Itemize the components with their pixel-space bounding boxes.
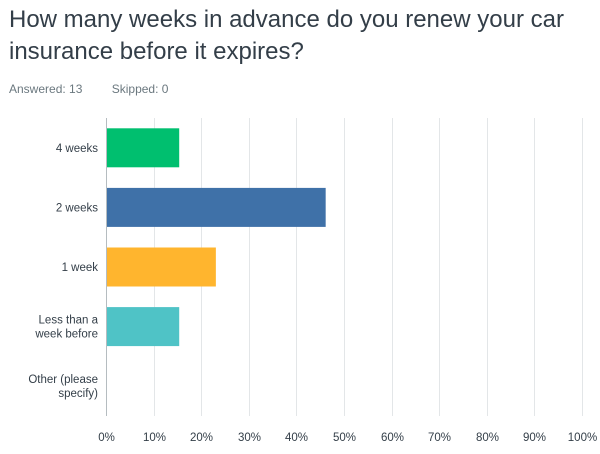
bar	[107, 307, 180, 347]
category-label: 1 week	[62, 262, 99, 274]
x-tick-label: 90%	[523, 432, 546, 444]
x-tick-label: 80%	[476, 432, 499, 444]
bars	[107, 128, 326, 347]
skipped-count: Skipped: 0	[111, 82, 169, 96]
x-tick-label: 70%	[428, 432, 451, 444]
category-label: 4 weeks	[56, 143, 98, 155]
category-labels: 4 weeks 2 weeks 1 week Less than a week befo…	[28, 143, 98, 400]
category-label: 2 weeks	[56, 202, 98, 214]
x-tick-label: 20%	[190, 432, 213, 444]
question-title: How many weeks in advance do you renew y…	[9, 6, 564, 65]
category-label: Less than a week before	[34, 315, 98, 341]
response-stats: Answered: 13 Skipped: 0	[9, 82, 194, 96]
category-label: Other (please specify)	[28, 374, 98, 400]
x-tick-label: 50%	[333, 432, 356, 444]
x-tick-label: 40%	[285, 432, 308, 444]
bar	[107, 247, 216, 287]
answered-count: Answered: 13	[9, 82, 83, 96]
grid-lines	[106, 118, 583, 416]
x-tick-label: 10%	[143, 432, 166, 444]
bar	[107, 128, 180, 168]
tick-labels: 0% 10% 20% 30% 40% 50% 60% 70% 80% 90% 100%	[98, 432, 597, 444]
x-tick-label: 100%	[568, 432, 597, 444]
x-tick-label: 60%	[381, 432, 404, 444]
bar	[107, 187, 326, 227]
x-tick-label: 30%	[238, 432, 261, 444]
x-tick-label: 0%	[98, 432, 115, 444]
